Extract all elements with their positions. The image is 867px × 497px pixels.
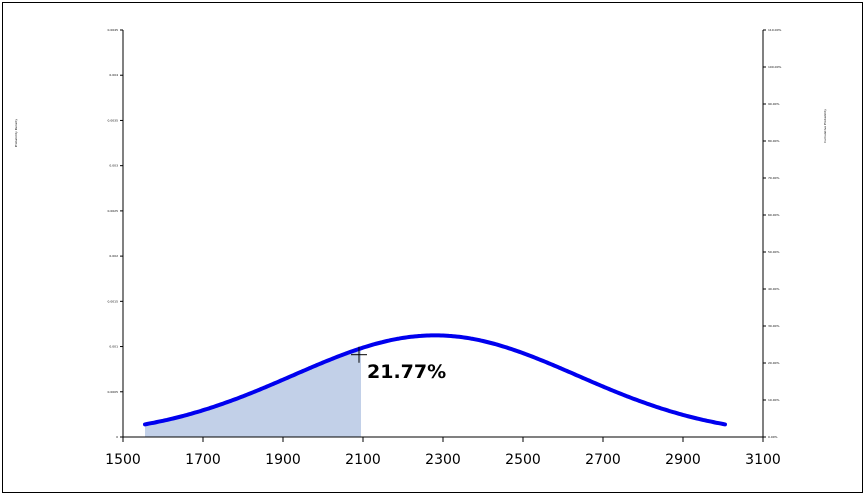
y2-tick-label: 110.00% xyxy=(768,28,781,32)
x-tick-label: 2500 xyxy=(505,452,541,468)
y2-tick-label: 100.00% xyxy=(768,65,781,69)
x-tick-label: 1700 xyxy=(185,452,221,468)
density-curve-line xyxy=(143,333,727,427)
y-tick-label: 0.003 xyxy=(109,164,118,168)
y2-tick-label: 10.00% xyxy=(768,398,780,402)
y-axis-title: Probability Density xyxy=(14,119,18,147)
y2-tick-label: 80.00% xyxy=(768,139,780,143)
y-tick-label: 0.001 xyxy=(109,345,118,349)
y-tick-label: 0.0025 xyxy=(108,209,119,213)
y2-tick-label: 50.00% xyxy=(768,250,780,254)
y2-tick-label: 20.00% xyxy=(768,361,780,365)
x-tick-label: 1500 xyxy=(105,452,141,468)
y2-tick-label: 90.00% xyxy=(768,102,780,106)
y2-tick-label: 70.00% xyxy=(768,176,780,180)
x-tick-label: 2300 xyxy=(425,452,461,468)
y2-tick-label: 0.00% xyxy=(768,435,778,439)
y2-tick-label: 40.00% xyxy=(768,287,780,291)
y-tick-label: 0.0005 xyxy=(108,390,119,394)
y-tick-label: 0.0045 xyxy=(108,28,119,32)
cumulative-percentage-label: 21.77% xyxy=(367,361,446,383)
x-tick-label: 2900 xyxy=(665,452,701,468)
y2-tick-label: 60.00% xyxy=(768,213,780,217)
y2-axis-title: Cumulative Probability xyxy=(823,109,827,143)
y2-tick-label: 30.00% xyxy=(768,324,780,328)
x-tick-label: 3100 xyxy=(745,452,781,468)
y-tick-label: 0.0035 xyxy=(108,118,119,122)
x-tick-label: 2100 xyxy=(345,452,381,468)
y-tick-label: 0.0015 xyxy=(108,299,119,303)
y-tick-label: 0.004 xyxy=(109,73,118,77)
y-tick-label: 0.002 xyxy=(109,254,118,258)
x-tick-label: 1900 xyxy=(265,452,301,468)
crosshair-marker xyxy=(351,346,367,363)
x-tick-label: 2700 xyxy=(585,452,621,468)
y-tick-label: 0 xyxy=(116,435,118,439)
